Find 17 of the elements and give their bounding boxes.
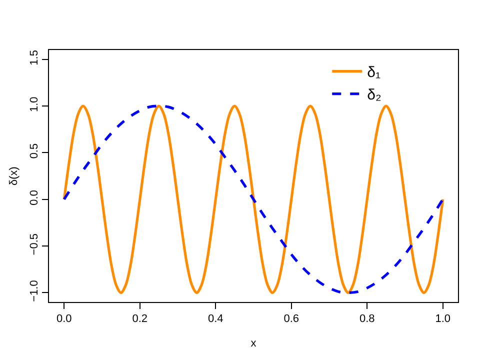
x-axis-title: x	[250, 337, 257, 350]
x-tick-label: 1.0	[435, 313, 450, 326]
x-tick-label: 0.0	[56, 313, 72, 326]
y-tick-label: −1.0	[28, 280, 41, 302]
x-tick-label: 0.4	[208, 313, 224, 326]
legend-label: δ₁	[367, 64, 381, 82]
x-tick-label: 0.6	[284, 313, 300, 326]
y-tick-label: 1.0	[28, 96, 41, 112]
legend-label: δ₂	[367, 86, 382, 104]
y-tick-label: 1.5	[28, 50, 41, 66]
line-series	[62, 104, 444, 294]
y-axis-title: δ(x)	[8, 166, 20, 186]
y-tick-label: 0.0	[28, 190, 41, 206]
y-tick-label: −0.5	[28, 233, 41, 256]
y-tick-label: 0.5	[28, 143, 41, 159]
x-tick-label: 0.8	[359, 313, 375, 326]
x-tick-label: 0.2	[132, 313, 148, 326]
